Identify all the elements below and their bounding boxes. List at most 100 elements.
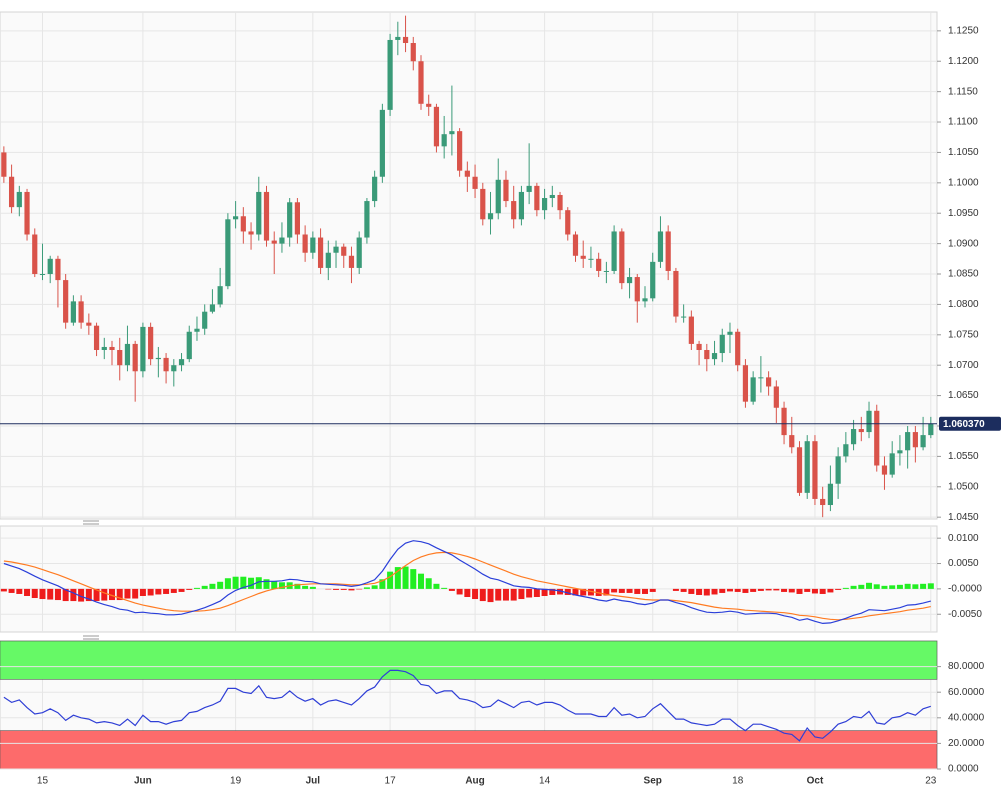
histogram-bar xyxy=(109,588,116,601)
candle-body xyxy=(928,423,934,436)
candle-body xyxy=(781,407,787,436)
candle-body xyxy=(827,483,833,506)
x-tick-label: 15 xyxy=(37,776,49,787)
candle-body xyxy=(209,304,216,312)
histogram-bar xyxy=(441,587,448,589)
histogram-bar xyxy=(827,588,834,593)
histogram-bar xyxy=(62,588,69,602)
candle-body xyxy=(124,343,131,366)
histogram-bar xyxy=(255,577,262,589)
panel-resize-handle[interactable] xyxy=(83,520,99,525)
histogram-bar xyxy=(912,584,919,589)
candle-body xyxy=(39,274,46,276)
histogram-bar xyxy=(726,588,733,592)
histogram-bar xyxy=(54,588,61,601)
candle-body xyxy=(572,234,579,256)
histogram-bar xyxy=(309,586,316,589)
candle-body xyxy=(480,188,486,220)
histogram-bar xyxy=(649,588,656,592)
candle-body xyxy=(310,237,316,253)
rsi-band xyxy=(0,640,938,680)
candle-body xyxy=(588,258,594,260)
histogram-bar xyxy=(31,588,38,599)
candle-body xyxy=(410,43,416,62)
histogram-bar xyxy=(533,588,540,598)
histogram-bar xyxy=(711,588,718,595)
candle-body xyxy=(657,231,664,262)
histogram-bar xyxy=(155,588,162,595)
histogram-bar xyxy=(572,588,579,596)
histogram-bar xyxy=(495,588,502,601)
histogram-bar xyxy=(804,588,811,592)
candle-body xyxy=(920,435,926,448)
y-tick-label: 1.1050 xyxy=(948,147,979,158)
histogram-bar xyxy=(410,569,417,589)
histogram-bar xyxy=(842,587,849,589)
histogram-bar xyxy=(433,583,440,589)
x-tick-label: Jul xyxy=(306,776,321,787)
candle-body xyxy=(804,441,810,493)
histogram-bar xyxy=(680,588,687,592)
histogram-bar xyxy=(472,588,479,600)
candle-body xyxy=(93,325,100,350)
candle-body xyxy=(24,191,30,235)
y-tick-label: 20.0000 xyxy=(948,738,985,749)
histogram-bar xyxy=(549,588,556,595)
y-tick-label: 1.1000 xyxy=(948,177,979,188)
candle-body xyxy=(279,237,285,244)
candle-body xyxy=(472,176,478,189)
candle-body xyxy=(263,191,270,241)
candle-body xyxy=(101,346,107,350)
histogram-bar xyxy=(116,588,123,601)
histogram-bar xyxy=(101,588,108,601)
candle-body xyxy=(16,191,22,208)
candle-body xyxy=(402,36,409,44)
y-tick-label: 0.0000 xyxy=(948,764,979,775)
candle-body xyxy=(178,359,185,366)
histogram-bar xyxy=(456,588,463,595)
candle-body xyxy=(487,213,494,220)
histogram-bar xyxy=(348,588,355,591)
y-tick-label: 0.0050 xyxy=(948,558,979,569)
histogram-bar xyxy=(224,578,231,589)
candle-body xyxy=(526,185,532,192)
histogram-bar xyxy=(788,588,795,593)
candle-body xyxy=(634,277,640,302)
histogram-bar xyxy=(8,588,15,593)
histogram-bar xyxy=(734,588,741,592)
candle-body xyxy=(379,109,385,177)
y-tick-label: 80.0000 xyxy=(948,661,985,672)
y-tick-label: 1.1150 xyxy=(948,86,978,97)
candle-body xyxy=(889,453,895,475)
candle-body xyxy=(186,331,192,360)
candle-body xyxy=(619,231,625,284)
histogram-bar xyxy=(757,588,764,591)
candle-body xyxy=(441,134,447,147)
x-tick-label: Sep xyxy=(644,776,662,787)
candle-body xyxy=(109,346,115,350)
candle-body xyxy=(302,234,308,253)
signal-line xyxy=(3,551,931,621)
histogram-bar xyxy=(271,581,278,589)
macd-line xyxy=(3,540,931,625)
candle-body xyxy=(820,498,826,506)
last-price-label: 1.060370 xyxy=(943,419,985,430)
histogram-bar xyxy=(541,588,548,596)
histogram-bar xyxy=(170,588,177,593)
candle-body xyxy=(248,231,254,235)
candle-body xyxy=(225,219,231,287)
histogram-bar xyxy=(819,588,826,594)
histogram-bar xyxy=(371,585,378,589)
candle-body xyxy=(140,326,146,372)
candle-body xyxy=(850,429,857,445)
candle-body xyxy=(874,410,880,466)
panel-resize-handle[interactable] xyxy=(83,635,99,640)
histogram-bar xyxy=(70,588,77,602)
y-tick-label: 1.0700 xyxy=(948,360,979,371)
candle-body xyxy=(835,456,841,484)
histogram-bar xyxy=(278,582,285,589)
histogram-bar xyxy=(696,588,703,595)
histogram-bar xyxy=(402,566,409,589)
histogram-bar xyxy=(93,588,100,602)
candle-body xyxy=(905,432,911,451)
